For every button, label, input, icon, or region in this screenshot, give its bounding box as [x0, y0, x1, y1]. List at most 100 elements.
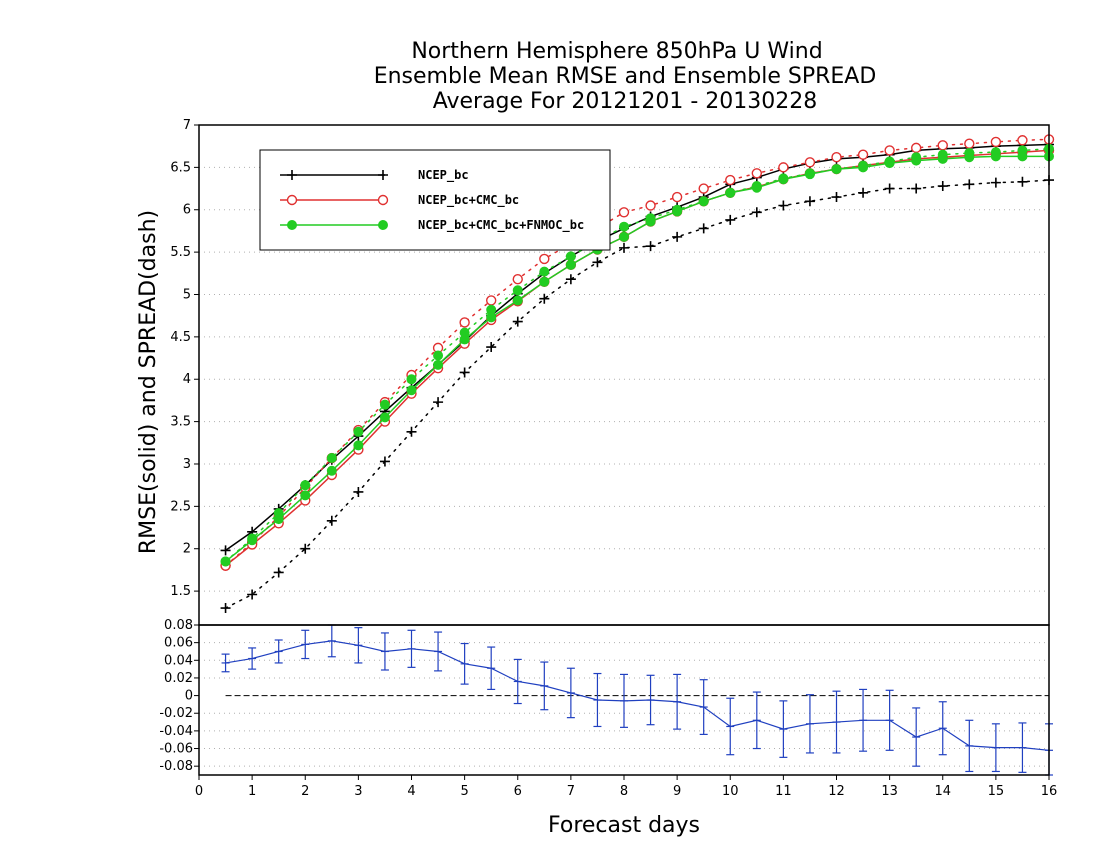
spread-point — [512, 274, 523, 285]
lower-y-tick-label: -0.02 — [159, 706, 193, 721]
rmse-point — [725, 187, 736, 198]
x-axis-label: Forecast days — [548, 813, 700, 838]
spread-point — [1017, 135, 1028, 146]
x-tick-label: 16 — [1041, 784, 1058, 799]
spread-point — [220, 603, 231, 614]
error-bar — [566, 667, 575, 719]
chart-title-line-2: Ensemble Mean RMSE and Ensemble SPREAD — [374, 64, 877, 89]
spread-point — [857, 149, 869, 160]
error-bar — [301, 629, 310, 660]
rmse-point — [911, 155, 922, 166]
spread-point — [831, 192, 842, 203]
upper-y-tick-label: 3.5 — [170, 415, 191, 430]
spread-point — [778, 162, 789, 173]
spread-point — [804, 196, 815, 207]
spread-point — [379, 456, 390, 467]
lower-y-tick-label: -0.06 — [159, 742, 193, 757]
error-bar — [832, 690, 841, 754]
rmse-point — [273, 514, 284, 525]
upper-y-tick-label: 2 — [183, 542, 191, 557]
legend: NCEP_bc NCEP_bc+CMC_bc NCEP_bc+CMC_bc+FNMO… — [259, 149, 611, 251]
error-bar — [752, 691, 761, 750]
rmse-point — [804, 169, 815, 180]
spread-point — [300, 543, 311, 554]
error-bar — [991, 723, 1000, 773]
rmse-point — [486, 312, 497, 323]
spread-point — [990, 136, 1002, 148]
rmse-point — [433, 359, 444, 370]
spread-point — [831, 152, 842, 163]
spread-point — [884, 145, 895, 156]
spread-point — [300, 480, 311, 491]
x-tick-label: 12 — [828, 784, 845, 799]
spread-point — [698, 183, 709, 194]
x-tick-label: 2 — [301, 784, 309, 799]
spread-point — [645, 241, 656, 252]
spread-point — [539, 266, 550, 277]
rmse-point — [512, 295, 523, 306]
spread-point — [671, 191, 683, 203]
spread-point — [937, 181, 948, 192]
error-bar — [513, 658, 522, 705]
x-tick-label: 3 — [354, 784, 362, 799]
rmse-point — [990, 151, 1001, 162]
x-tick-label: 11 — [775, 784, 792, 799]
rmse-point — [884, 158, 895, 169]
lower-y-tick-label: 0 — [185, 689, 193, 704]
legend-marker — [287, 170, 297, 180]
spread-point — [565, 251, 576, 262]
spread-point — [486, 342, 497, 353]
rmse-point — [645, 216, 656, 227]
legend-label: NCEP_bc+CMC_bc+FNMOC_bc — [418, 218, 584, 233]
spread-point — [592, 257, 603, 268]
error-bar — [540, 661, 549, 711]
rmse-point — [619, 231, 629, 242]
spread-point — [619, 221, 629, 232]
error-bar — [965, 719, 974, 773]
spread-point — [964, 138, 975, 149]
error-bar — [1018, 722, 1027, 773]
spread-point — [406, 426, 417, 437]
upper-y-tick-label: 4 — [183, 372, 191, 387]
upper-y-tick-label: 2.5 — [170, 499, 191, 514]
spread-point — [512, 285, 523, 296]
rmse-point — [778, 174, 789, 185]
spread-point — [884, 183, 895, 194]
rmse-point — [459, 334, 470, 345]
error-bar — [460, 642, 469, 685]
upper-y-tick-label: 6.5 — [170, 160, 191, 175]
error-bar — [779, 700, 788, 758]
lower-panel-series — [221, 624, 1053, 776]
rmse-point — [300, 490, 311, 501]
lower-y-tick-label: 0.04 — [164, 653, 193, 668]
spread-point — [326, 515, 337, 526]
x-axis-ticks: 0 1 2 3 4 5 6 7 8 9 10 11 12 13 14 15 16 — [195, 775, 1057, 799]
error-bar — [487, 646, 496, 691]
spread-point — [539, 253, 550, 265]
spread-line-ncep-bc-cmc-bc-fnmoc-bc — [224, 147, 1050, 563]
spread-point — [406, 374, 417, 385]
spread-point — [539, 293, 550, 304]
x-tick-label: 13 — [881, 784, 898, 799]
spread-point — [326, 453, 337, 464]
legend-label: NCEP_bc+CMC_bc — [418, 193, 519, 208]
rmse-point — [379, 412, 390, 423]
error-bar — [646, 674, 655, 726]
spread-point — [353, 426, 364, 437]
rmse-point — [220, 556, 231, 567]
legend-marker — [377, 194, 389, 206]
rmse-point — [1017, 151, 1028, 162]
rmse-point — [672, 206, 683, 217]
spread-point — [751, 168, 763, 179]
upper-y-tick-label: 7 — [183, 118, 191, 133]
error-bar — [248, 647, 257, 670]
error-bar — [354, 627, 363, 664]
spread-point — [618, 207, 630, 218]
error-bar — [327, 624, 336, 658]
error-bar — [699, 679, 708, 736]
spread-point — [433, 397, 444, 408]
x-tick-label: 4 — [407, 784, 415, 799]
upper-y-tick-label: 5 — [183, 287, 191, 302]
spread-point — [459, 317, 470, 328]
